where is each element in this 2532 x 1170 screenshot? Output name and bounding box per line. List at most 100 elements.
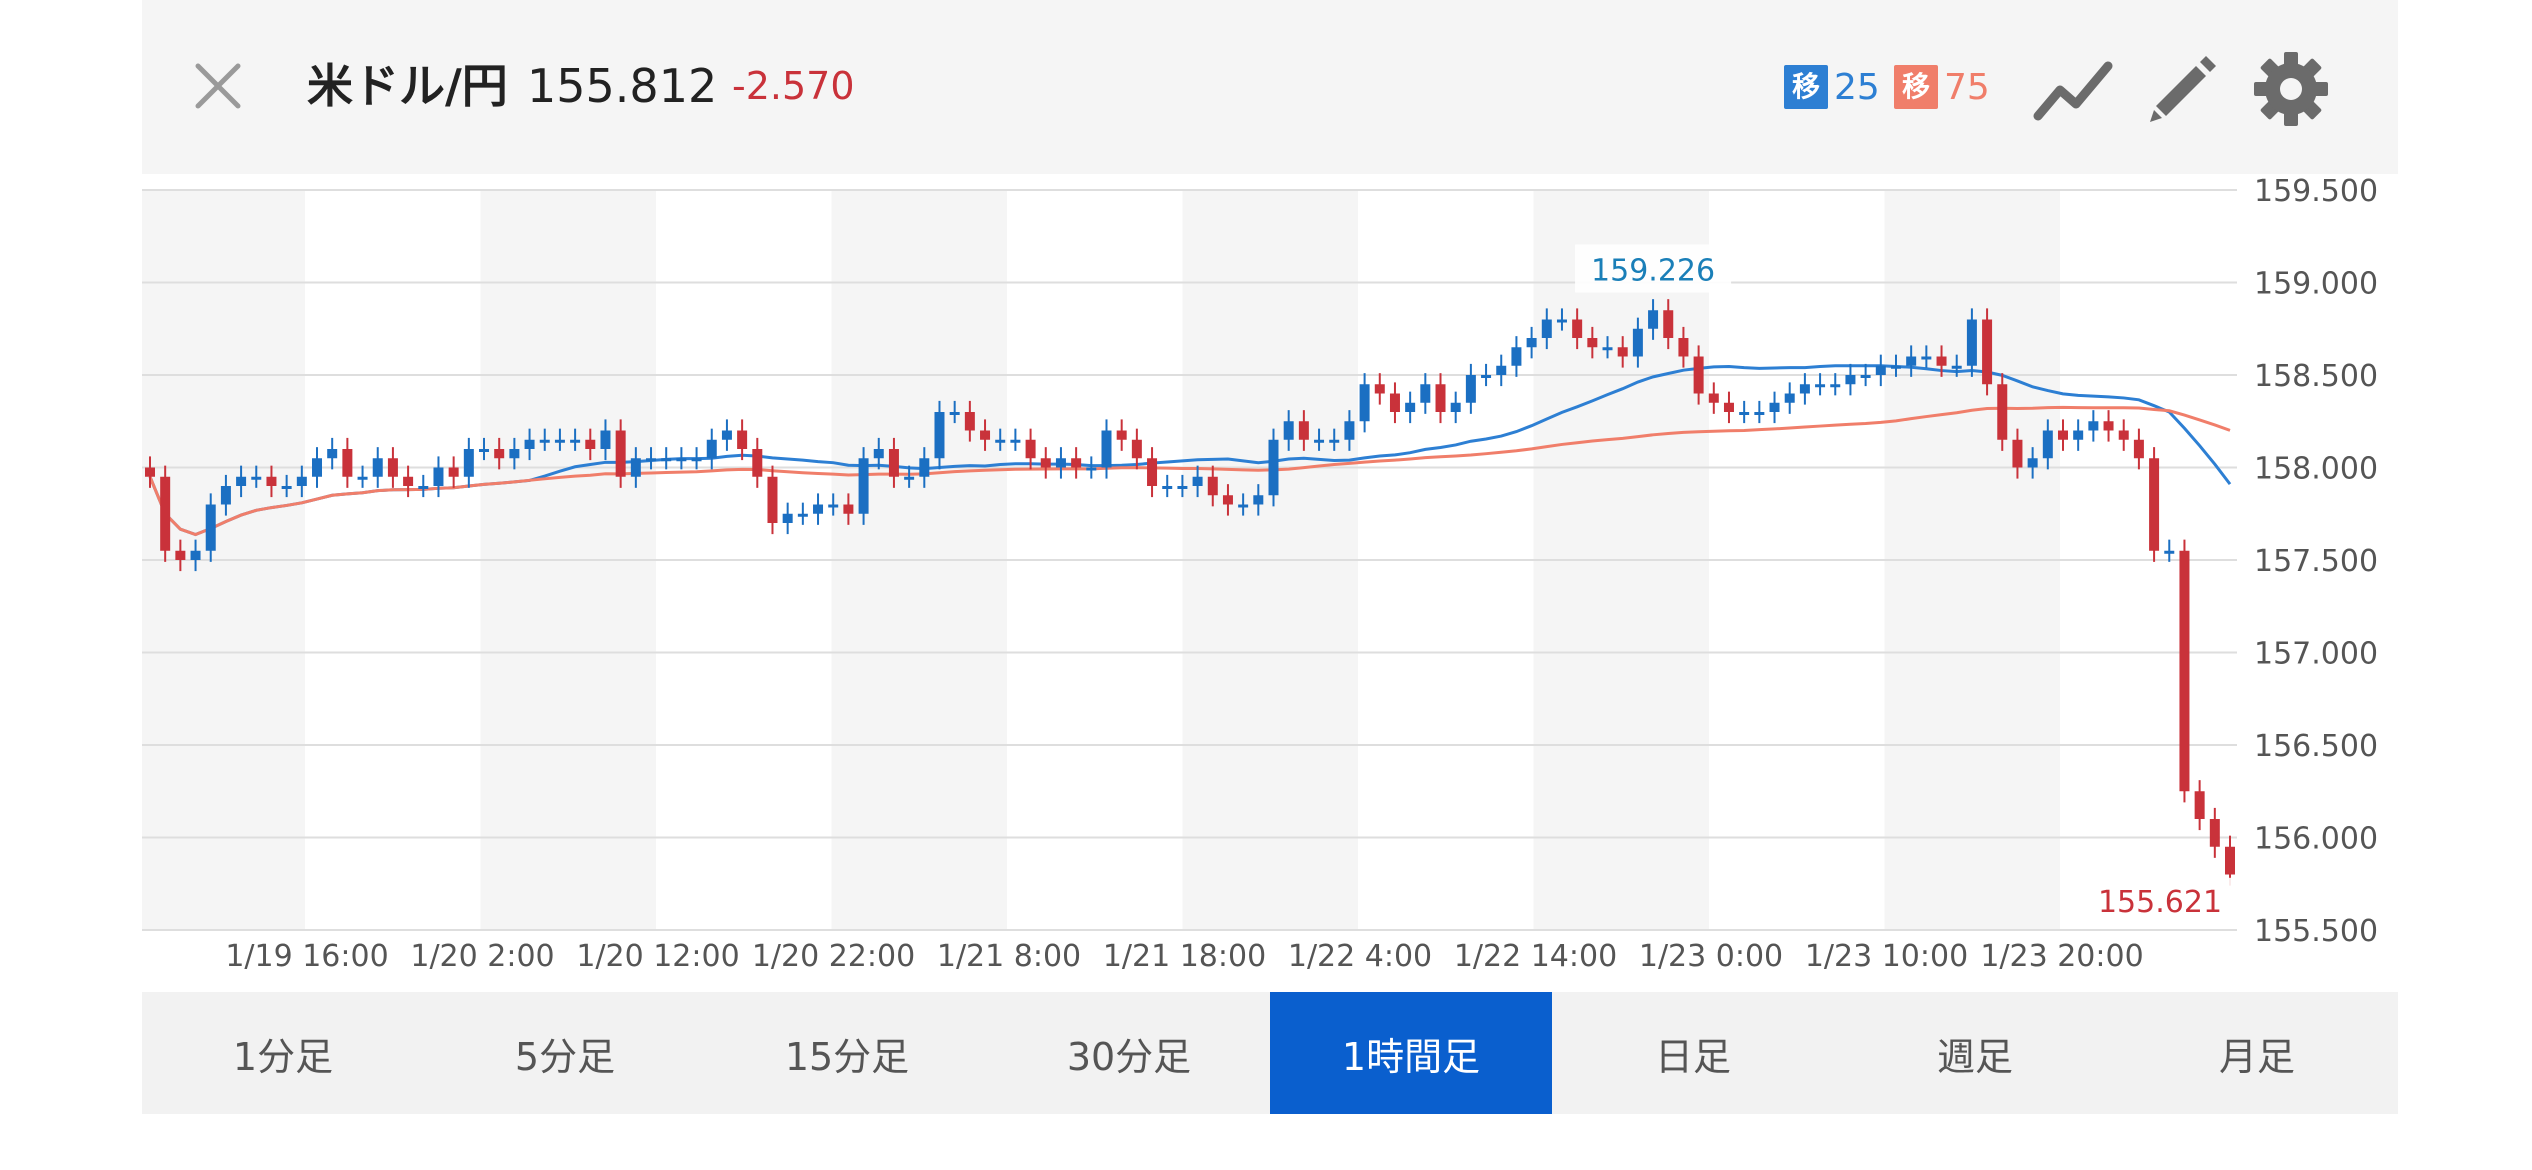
candle	[357, 465, 368, 488]
ma-short-tag: 移	[1784, 65, 1828, 109]
x-tick-label: 1/20 12:00	[576, 939, 739, 974]
candle	[1177, 474, 1188, 498]
candle	[1526, 326, 1537, 359]
candle	[980, 419, 991, 451]
candle	[1329, 428, 1340, 451]
candle	[1055, 447, 1066, 479]
candle	[1693, 345, 1704, 405]
candle	[403, 465, 414, 498]
candle	[2225, 835, 2235, 886]
candle	[1147, 447, 1158, 498]
candle	[1511, 336, 1522, 377]
candle	[1556, 308, 1567, 331]
candle	[2057, 419, 2068, 451]
candle	[1921, 345, 1932, 368]
candle	[2042, 419, 2053, 470]
tab-6[interactable]: 週足	[1936, 1034, 2013, 1079]
candle	[145, 456, 155, 488]
timeframe-tabs: 1分足 5分足 15分足 30分足 1時間足 日足 週足 月足	[142, 992, 2398, 1114]
candle	[327, 437, 338, 470]
ma-short-legend[interactable]: 移 25	[1784, 64, 1880, 110]
ma-long-legend[interactable]: 移 75	[1894, 64, 1990, 110]
candle	[964, 400, 975, 442]
candle	[463, 437, 474, 488]
x-tick-label: 1/23 0:00	[1639, 939, 1783, 974]
candle	[554, 428, 565, 451]
candle	[1238, 493, 1249, 516]
candle	[828, 493, 839, 516]
candle	[1572, 308, 1583, 350]
candle	[236, 465, 247, 498]
candle	[175, 539, 186, 572]
candle	[342, 437, 353, 488]
candle	[494, 437, 505, 470]
candle	[448, 456, 459, 488]
candle	[372, 447, 383, 488]
candle	[630, 447, 641, 488]
candle	[220, 474, 231, 516]
tab-4[interactable]: 1時間足	[1270, 992, 1552, 1114]
x-tick-label: 1/22 14:00	[1454, 939, 1617, 974]
tab-5[interactable]: 日足	[1654, 1034, 1731, 1079]
candle	[1587, 326, 1598, 359]
x-tick-label: 1/23 10:00	[1805, 939, 1968, 974]
candle	[1966, 308, 1977, 377]
candle	[2179, 539, 2190, 803]
candle	[2133, 428, 2144, 470]
close-icon[interactable]	[192, 60, 244, 112]
tab-3[interactable]: 30分足	[1066, 1034, 1192, 1079]
candle	[1207, 465, 1218, 507]
candlestick-chart[interactable]: 159.500 159.000 158.500 158.000 157.500 157.0…	[142, 174, 2398, 992]
candle	[160, 465, 171, 562]
tab-7[interactable]: 月足	[2218, 1034, 2295, 1079]
candle	[539, 428, 550, 451]
candle	[873, 437, 884, 470]
candle	[1010, 428, 1021, 451]
line-chart-icon[interactable]	[2030, 46, 2116, 132]
ma-long-period: 75	[1944, 66, 1990, 108]
tab-1[interactable]: 5分足	[514, 1034, 616, 1079]
y-tick-label: 158.000	[2254, 452, 2378, 487]
candle	[1678, 326, 1689, 368]
candle	[1541, 308, 1552, 350]
pencil-icon[interactable]	[2140, 46, 2226, 132]
candle	[858, 447, 869, 525]
high-label-box	[1575, 244, 1732, 293]
current-price: 155.812	[527, 59, 718, 113]
candle	[1283, 410, 1294, 451]
candle	[418, 474, 429, 498]
gear-icon[interactable]	[2248, 46, 2334, 132]
candle	[190, 539, 201, 572]
candle	[1784, 382, 1795, 414]
candle	[509, 437, 520, 470]
candle	[296, 465, 307, 498]
last-price-label: 155.621	[2098, 885, 2222, 920]
candle	[676, 447, 687, 470]
x-tick-label: 1/23 20:00	[1980, 939, 2143, 974]
x-tick-label: 1/21 18:00	[1103, 939, 1266, 974]
candle	[1420, 373, 1431, 414]
candle	[1389, 382, 1400, 424]
candle	[1162, 474, 1173, 498]
candle	[1071, 447, 1082, 479]
candle	[1769, 391, 1780, 424]
candle	[1754, 400, 1765, 424]
candle	[2103, 410, 2114, 442]
candle	[1344, 410, 1355, 451]
candle	[1101, 419, 1112, 479]
candle	[949, 400, 960, 424]
high-price-label: 159.226	[1591, 254, 1715, 289]
candle	[1997, 373, 2008, 451]
candle	[570, 428, 581, 451]
candle	[1314, 428, 1325, 451]
candle	[767, 465, 778, 535]
x-tick-label: 1/22 4:00	[1288, 939, 1432, 974]
candle	[1253, 484, 1264, 516]
tab-0[interactable]: 1分足	[232, 1034, 334, 1079]
candle	[1632, 317, 1643, 368]
candle	[1481, 363, 1492, 387]
candle	[2164, 539, 2175, 562]
candle	[2149, 447, 2160, 562]
tab-2[interactable]: 15分足	[784, 1034, 910, 1079]
y-tick-label: 155.500	[2254, 914, 2378, 949]
